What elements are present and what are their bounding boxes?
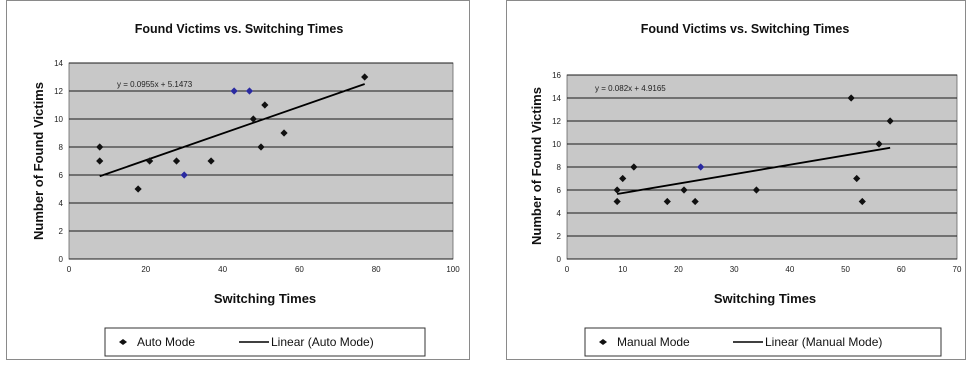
y-tick-label: 4 (59, 199, 64, 208)
data-point (96, 157, 104, 165)
y-tick-label: 2 (59, 227, 64, 236)
data-point (146, 157, 154, 165)
x-tick-label: 40 (218, 265, 227, 274)
x-tick-label: 20 (674, 265, 683, 274)
y-axis-title: Number of Found Victims (529, 87, 544, 245)
x-tick-label: 0 (67, 265, 72, 274)
y-tick-label: 6 (59, 171, 64, 180)
y-tick-label: 8 (59, 143, 64, 152)
data-point (245, 87, 254, 95)
y-tick-label: 10 (54, 115, 63, 124)
data-point (172, 157, 181, 165)
y-tick-label: 12 (552, 117, 561, 126)
x-tick-label: 30 (730, 265, 739, 274)
data-points (96, 73, 369, 193)
x-tick-label: 60 (897, 265, 906, 274)
y-tick-label: 8 (557, 163, 562, 172)
data-point (361, 73, 369, 81)
legend-marker-scatter (119, 339, 127, 345)
x-tick-label: 10 (618, 265, 627, 274)
y-tick-label: 0 (59, 255, 64, 264)
data-point (680, 186, 688, 194)
tick-labels: 0 2 4 6 8 10 12 14 16 0 10 20 30 40 50 60 70 (552, 71, 962, 274)
tick-labels: 0 2 4 6 8 10 12 14 0 20 40 60 80 100 (54, 59, 460, 274)
data-point (697, 163, 705, 171)
trendline-equation: y = 0.082x + 4.9165 (595, 84, 666, 93)
data-point (663, 197, 671, 206)
legend-label-scatter: Auto Mode (137, 335, 195, 349)
legend-label-line: Linear (Manual Mode) (765, 335, 882, 349)
y-tick-label: 6 (557, 186, 562, 195)
data-point (853, 174, 861, 183)
data-point (619, 174, 627, 183)
data-point (257, 143, 265, 151)
data-point (180, 171, 188, 179)
plot-area (68, 62, 454, 260)
data-point (249, 115, 257, 123)
x-tick-label: 0 (565, 265, 570, 274)
legend: Manual Mode Linear (Manual Mode) (584, 327, 942, 357)
y-tick-label: 0 (557, 255, 562, 264)
chart-svg-auto-mode: Found Victims vs. Switching Times 0 2 4 6 8 1… (31, 22, 460, 357)
chart-panel-manual-mode: Found Victims vs. Switching Times 0 2 4 6 8 1… (506, 0, 966, 360)
y-tick-label: 14 (54, 59, 63, 68)
x-tick-label: 40 (785, 265, 794, 274)
x-tick-label: 60 (295, 265, 304, 274)
data-point (875, 140, 883, 148)
x-tick-label: 100 (446, 265, 460, 274)
trendline (616, 146, 891, 195)
y-tick-label: 14 (552, 94, 561, 103)
chart-title: Found Victims vs. Switching Times (135, 22, 344, 36)
legend-label-line: Linear (Auto Mode) (271, 335, 374, 349)
y-tick-label: 16 (552, 71, 561, 80)
x-tick-label: 80 (372, 265, 381, 274)
data-point (230, 87, 238, 95)
legend-marker-scatter (599, 339, 607, 345)
legend-label-scatter: Manual Mode (617, 335, 690, 349)
data-point (280, 129, 288, 137)
trendline-equation: y = 0.0955x + 5.1473 (117, 80, 193, 89)
chart-panel-auto-mode: Found Victims vs. Switching Times 0 2 4 6 8 1… (6, 0, 470, 360)
x-tick-label: 20 (141, 265, 150, 274)
data-point (96, 143, 104, 151)
data-point (207, 157, 215, 165)
x-tick-label: 50 (841, 265, 850, 274)
trendline (99, 83, 365, 178)
y-tick-label: 2 (557, 232, 562, 241)
data-point (886, 117, 894, 125)
x-tick-label: 70 (953, 265, 962, 274)
y-tick-label: 12 (54, 87, 63, 96)
legend: Auto Mode Linear (Auto Mode) (104, 327, 426, 357)
x-axis-title: Switching Times (214, 291, 316, 306)
y-axis-title: Number of Found Victims (31, 82, 46, 240)
y-tick-label: 10 (552, 140, 561, 149)
data-point (858, 197, 866, 206)
y-tick-label: 4 (557, 209, 562, 218)
chart-svg-manual-mode: Found Victims vs. Switching Times 0 2 4 6 8 1… (529, 22, 962, 357)
data-point (134, 185, 142, 193)
data-point (847, 94, 855, 102)
x-axis-title: Switching Times (714, 291, 816, 306)
data-point (261, 101, 269, 109)
chart-title: Found Victims vs. Switching Times (641, 22, 850, 36)
